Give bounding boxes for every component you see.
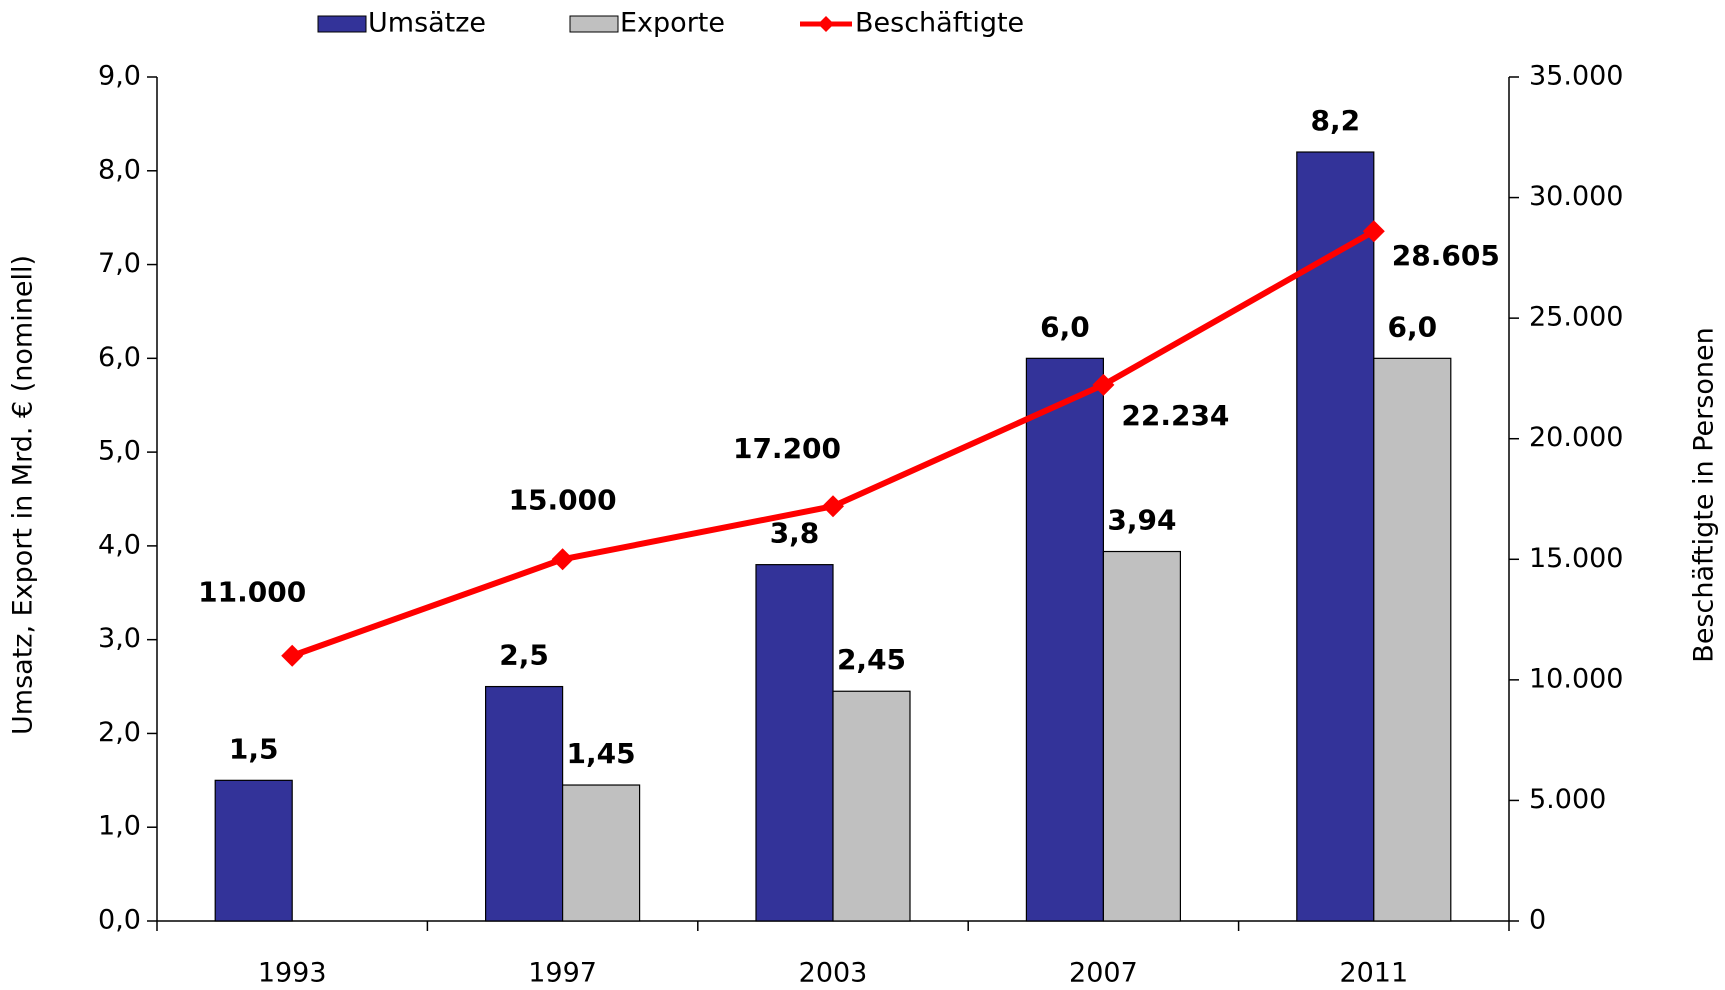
data-label: 3,8	[770, 517, 820, 550]
legend-label: Umsätze	[368, 8, 486, 39]
data-label: 17.200	[733, 432, 841, 465]
line-marker	[281, 644, 304, 667]
y2-tick-label: 5.000	[1529, 784, 1606, 815]
legend-swatch	[569, 15, 619, 33]
line-marker	[1092, 373, 1115, 396]
data-label: 11.000	[198, 576, 306, 609]
x-tick-label: 1993	[258, 958, 327, 989]
x-tick-label: 2007	[1069, 958, 1138, 989]
data-label: 22.234	[1121, 399, 1229, 432]
y-tick-label: 6,0	[98, 342, 141, 373]
legend-swatch	[818, 16, 834, 32]
bar	[755, 564, 834, 922]
legend-label: Exporte	[620, 8, 725, 39]
bar	[1373, 357, 1452, 922]
data-label: 3,94	[1107, 504, 1176, 537]
data-label: 28.605	[1392, 239, 1500, 272]
bar	[214, 779, 293, 922]
y-tick-label: 9,0	[98, 61, 141, 92]
data-label: 1,45	[567, 737, 636, 770]
y-tick-label: 8,0	[98, 154, 141, 185]
y2-tick-label: 0	[1529, 905, 1546, 936]
y-tick-label: 4,0	[98, 529, 141, 560]
data-label: 2,5	[499, 639, 549, 672]
line-marker	[1362, 220, 1385, 243]
y2-tick-label: 10.000	[1529, 663, 1623, 694]
y2-tick-label: 30.000	[1529, 181, 1623, 212]
data-label: 1,5	[229, 732, 279, 765]
y-tick-label: 3,0	[98, 623, 141, 654]
line-marker	[551, 548, 574, 571]
data-label: 6,0	[1040, 310, 1090, 343]
y-tick-label: 0,0	[98, 905, 141, 936]
bar	[561, 784, 641, 922]
y2-axis-title: Beschäftigte in Personen	[1689, 327, 1720, 662]
data-label: 15.000	[509, 483, 617, 516]
legend-label: Beschäftigte	[855, 8, 1024, 39]
bar	[832, 690, 911, 922]
y2-tick-label: 15.000	[1529, 543, 1623, 574]
x-tick-label: 2011	[1339, 958, 1408, 989]
y-tick-label: 5,0	[98, 436, 141, 467]
x-tick-label: 2003	[799, 958, 868, 989]
data-label: 6,0	[1387, 310, 1437, 343]
y2-tick-label: 20.000	[1529, 422, 1623, 453]
y-tick-label: 1,0	[98, 811, 141, 842]
data-label: 8,2	[1310, 104, 1360, 137]
y-tick-label: 7,0	[98, 248, 141, 279]
line-marker	[822, 495, 844, 518]
x-tick-label: 1997	[528, 958, 597, 989]
y2-tick-label: 35.000	[1529, 61, 1623, 92]
y-axis-title: Umsatz, Export in Mrd. € (nominell)	[8, 255, 39, 735]
bar	[1102, 550, 1182, 922]
data-label: 2,45	[837, 643, 906, 676]
bar	[1025, 357, 1105, 922]
bar	[485, 685, 564, 922]
y2-tick-label: 25.000	[1529, 302, 1623, 333]
y-tick-label: 2,0	[98, 717, 141, 748]
legend-swatch	[317, 15, 367, 33]
